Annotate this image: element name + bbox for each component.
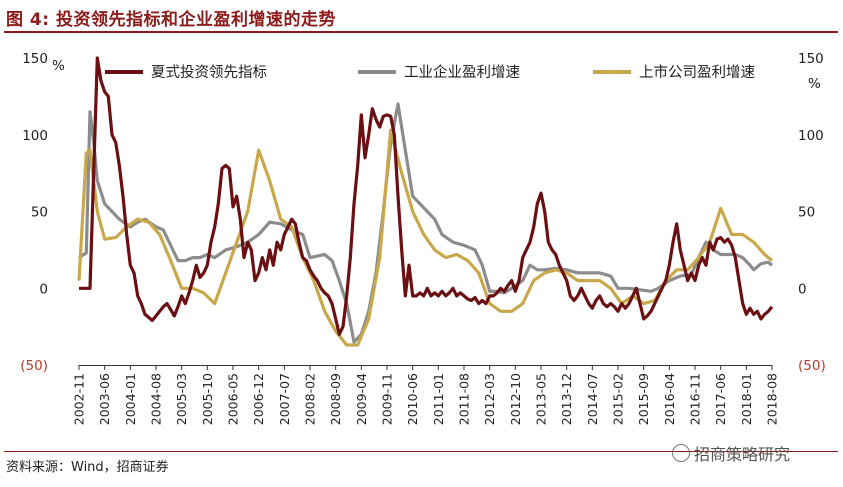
- x-tick-label-9: 2008-02: [303, 373, 318, 425]
- y-tick-right-4: (50): [798, 358, 826, 374]
- x-tick-label-24: 2016-11: [688, 373, 703, 425]
- x-tick-label-13: 2010-06: [405, 373, 420, 425]
- x-tick-label-2: 2004-01: [123, 373, 138, 425]
- axes: 150 150 100 100 50 50 0 0 (50) (50)%% 2002-11 2003-…: [20, 51, 825, 425]
- x-tick-label-8: 2007-07: [277, 373, 292, 425]
- x-tick-label-5: 2005-10: [200, 373, 215, 425]
- series-line-2: [78, 102, 774, 344]
- x-tick-label-12: 2009-11: [380, 373, 395, 425]
- x-tick-label-15: 2011-08: [457, 373, 472, 425]
- x-tick-label-7: 2006-12: [251, 373, 266, 425]
- watermark: 招商策略研究: [672, 441, 790, 465]
- x-tick-label-0: 2002-11: [72, 373, 87, 425]
- watermark-text: 招商策略研究: [694, 445, 791, 464]
- title-rule: [4, 31, 838, 33]
- y-tick-left-2: 50: [31, 205, 48, 221]
- y-unit-left: %: [52, 58, 65, 74]
- y-tick-right-3: 0: [798, 281, 807, 297]
- x-tick-label-16: 2012-03: [482, 373, 497, 425]
- y-tick-left-0: 150: [22, 51, 48, 67]
- x-tick-label-23: 2016-04: [662, 373, 677, 425]
- x-tick-label-11: 2009-04: [354, 373, 369, 425]
- x-tick-label-14: 2011-01: [431, 373, 446, 425]
- y-tick-left-1: 100: [22, 128, 48, 144]
- legend-label-1: 夏式投资领先指标: [151, 64, 267, 81]
- x-tick-label-6: 2006-05: [226, 373, 241, 425]
- x-tick-label-4: 2005-03: [174, 373, 189, 425]
- x-tick-label-17: 2012-10: [508, 373, 523, 425]
- x-tick-label-25: 2017-06: [713, 373, 728, 425]
- x-tick-label-27: 2018-08: [765, 373, 780, 425]
- x-tick-label-19: 2013-12: [559, 373, 574, 425]
- legend-label-3: 上市公司盈利增速: [639, 64, 755, 81]
- y-tick-right-2: 50: [798, 205, 815, 221]
- x-tick-label-22: 2015-09: [636, 373, 651, 425]
- x-tick-label-18: 2013-05: [534, 373, 549, 425]
- source-note: 资料来源：Wind，招商证券: [6, 460, 169, 475]
- x-tick-label-10: 2008-09: [328, 373, 343, 425]
- y-tick-left-4: (50): [20, 358, 48, 374]
- chart-title: 图 4: 投资领先指标和企业盈利增速的走势: [6, 10, 336, 30]
- x-tick-label-26: 2018-01: [739, 373, 754, 425]
- legend-label-2: 工业企业盈利增速: [404, 63, 520, 81]
- footer-rule: [4, 451, 838, 452]
- y-tick-left-3: 0: [39, 281, 48, 297]
- x-tick-label-21: 2015-02: [611, 373, 626, 425]
- x-tick-label-1: 2003-06: [97, 373, 112, 425]
- x-tick-label-3: 2004-08: [149, 373, 164, 425]
- y-tick-right-1: 100: [798, 128, 824, 144]
- series-lines: [77, 56, 774, 347]
- legend: 夏式投资领先指标 工业企业盈利增速 上市公司盈利增速: [105, 63, 755, 81]
- series-line-1: [79, 56, 774, 336]
- y-unit-right: %: [808, 76, 821, 92]
- y-tick-right-0: 150: [798, 51, 824, 67]
- wechat-icon: [672, 444, 690, 462]
- x-tick-label-20: 2014-07: [585, 373, 600, 425]
- series-line-3: [77, 128, 774, 347]
